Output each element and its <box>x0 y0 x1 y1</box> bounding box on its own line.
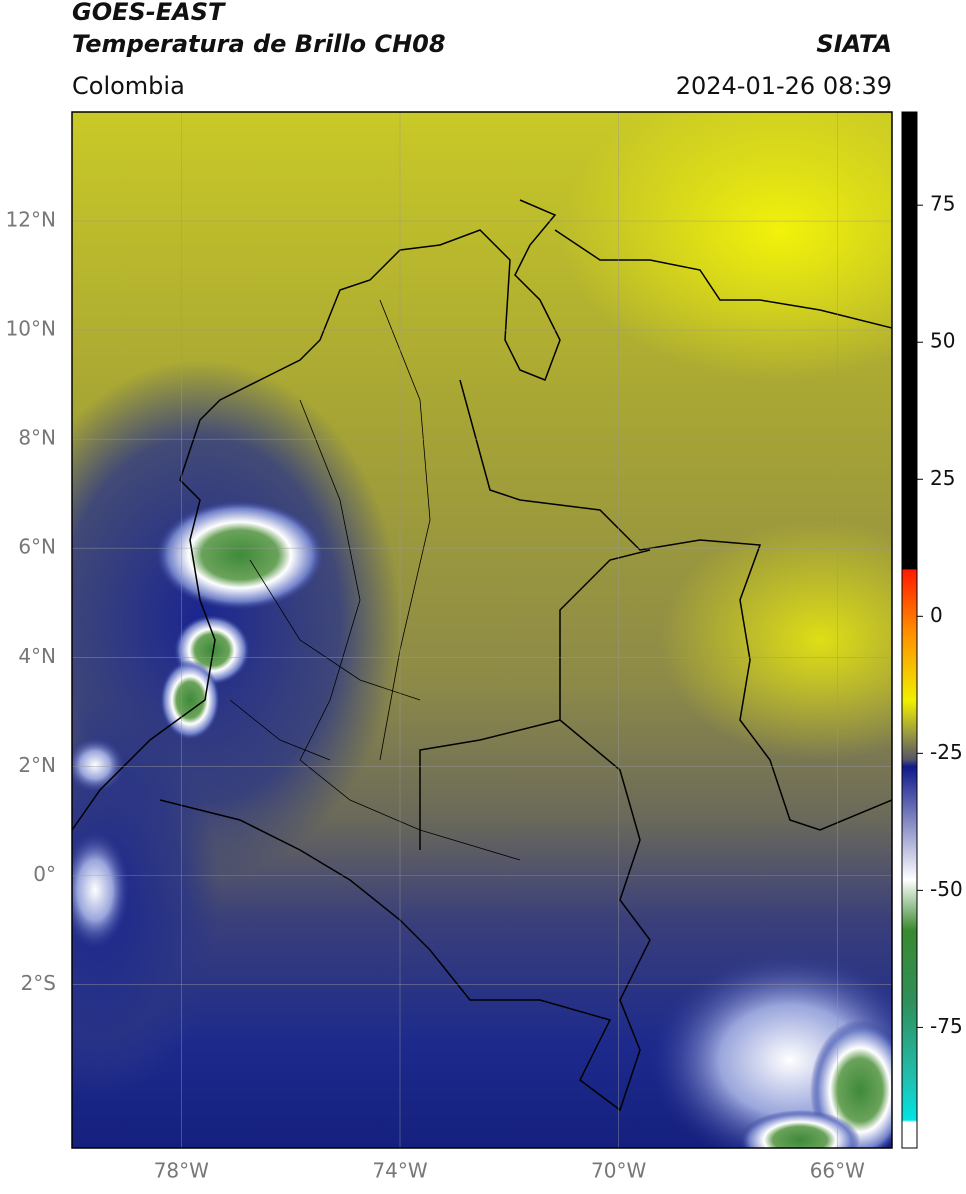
lon-label: 70°W <box>591 1159 646 1183</box>
colorbar-label: -25 <box>930 740 963 764</box>
colorbar-label: 50 <box>930 329 955 353</box>
lat-label: 12°N <box>6 208 56 232</box>
datetime: 2024-01-26 08:39 <box>676 72 892 100</box>
region: Colombia <box>72 72 185 100</box>
lat-label: 2°N <box>18 753 56 777</box>
colorbar-label: 0 <box>930 603 943 627</box>
imagery <box>72 112 892 1148</box>
lon-label: 78°W <box>154 1159 209 1183</box>
colorbar <box>901 111 918 1149</box>
lat-label: 10°N <box>6 317 56 341</box>
satellite: GOES-EAST <box>72 0 226 26</box>
colorbar-label: -50 <box>930 877 963 901</box>
product: Temperatura de Brillo CH08 <box>72 30 446 58</box>
lat-label: 6°N <box>18 535 56 559</box>
lat-label: 4°N <box>18 644 56 668</box>
map-frame <box>71 111 893 1149</box>
source: SIATA <box>816 30 892 58</box>
colorbar-label: -75 <box>930 1014 963 1038</box>
lat-label: 8°N <box>18 426 56 450</box>
lat-label: 0° <box>33 862 56 886</box>
lon-label: 66°W <box>810 1159 865 1183</box>
lon-label: 74°W <box>372 1159 427 1183</box>
lat-label: 2°S <box>21 971 56 995</box>
colorbar-label: 75 <box>930 192 955 216</box>
colorbar-label: 25 <box>930 466 955 490</box>
